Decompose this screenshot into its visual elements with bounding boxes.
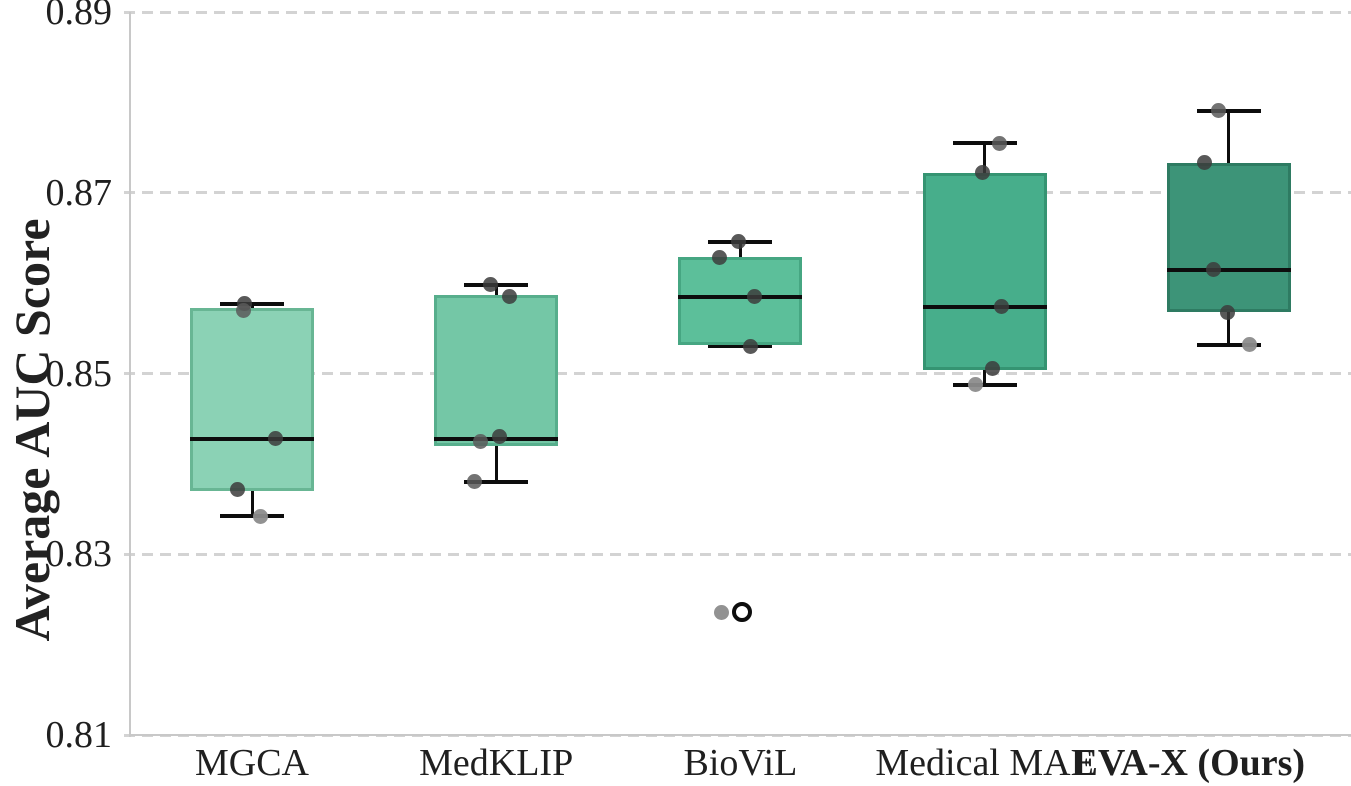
lower-whisker-cap-eva-x-ours bbox=[1196, 342, 1261, 347]
y-tick-label-0.89: 0.89 bbox=[45, 0, 113, 33]
x-tick-label-medical-mae: Medical MAE bbox=[875, 742, 1094, 784]
x-tick-label-biovil: BioViL bbox=[683, 742, 798, 784]
data-point-biovil-1 bbox=[711, 250, 727, 266]
data-point-medklip-2 bbox=[491, 429, 507, 445]
lower-whisker-mgca bbox=[250, 490, 254, 517]
box-medklip bbox=[434, 294, 559, 446]
box-eva-x-ours bbox=[1166, 162, 1291, 313]
upper-whisker-biovil bbox=[738, 241, 742, 257]
data-point-medklip-3 bbox=[472, 433, 488, 449]
box-biovil bbox=[678, 256, 803, 346]
upper-whisker-cap-mgca bbox=[220, 301, 284, 306]
data-point-biovil-4 bbox=[713, 604, 729, 620]
lower-whisker-cap-biovil bbox=[708, 344, 773, 349]
lower-whisker-medical-mae bbox=[983, 369, 987, 386]
upper-whisker-mgca bbox=[250, 303, 254, 309]
upper-whisker-cap-eva-x-ours bbox=[1196, 108, 1261, 113]
data-point-medical-mae-1 bbox=[975, 165, 991, 181]
x-axis-spine bbox=[129, 734, 1351, 736]
lower-whisker-cap-medical-mae bbox=[952, 383, 1017, 388]
gridline-0.89 bbox=[124, 10, 1351, 14]
data-point-eva-x-ours-4 bbox=[1242, 337, 1258, 353]
gridline-0.83 bbox=[124, 552, 1351, 556]
data-point-mgca-4 bbox=[252, 508, 268, 524]
data-point-eva-x-ours-3 bbox=[1220, 304, 1236, 320]
data-point-medical-mae-2 bbox=[994, 299, 1010, 315]
upper-whisker-medical-mae bbox=[983, 143, 987, 173]
median-line-eva-x-ours bbox=[1166, 267, 1291, 272]
y-tick-label-0.85: 0.85 bbox=[45, 352, 113, 395]
median-line-medical-mae bbox=[922, 304, 1047, 309]
gridline-0.85 bbox=[124, 372, 1351, 375]
data-point-medklip-1 bbox=[501, 289, 517, 305]
data-point-biovil-0 bbox=[730, 234, 746, 250]
box-medical-mae bbox=[922, 172, 1047, 370]
data-point-eva-x-ours-2 bbox=[1206, 262, 1222, 278]
data-point-mgca-3 bbox=[229, 481, 245, 497]
y-tick-label-0.83: 0.83 bbox=[45, 533, 113, 576]
data-point-medical-mae-0 bbox=[992, 135, 1008, 151]
median-line-mgca bbox=[190, 436, 314, 441]
x-tick-label-medklip: MedKLIP bbox=[419, 742, 574, 784]
y-axis-spine bbox=[129, 12, 131, 737]
data-point-medical-mae-4 bbox=[968, 376, 984, 392]
data-point-mgca-2 bbox=[267, 431, 283, 447]
median-line-biovil bbox=[678, 294, 803, 299]
data-point-biovil-3 bbox=[742, 338, 758, 354]
data-point-mgca-1 bbox=[235, 302, 251, 318]
data-point-eva-x-ours-0 bbox=[1211, 103, 1227, 118]
lower-whisker-eva-x-ours bbox=[1227, 312, 1231, 345]
upper-whisker-eva-x-ours bbox=[1227, 110, 1231, 163]
data-point-medklip-0 bbox=[482, 277, 498, 293]
data-point-medical-mae-3 bbox=[985, 360, 1001, 376]
x-tick-label-mgca: MGCA bbox=[194, 742, 310, 784]
y-tick-label-0.81: 0.81 bbox=[45, 714, 113, 756]
lower-whisker-medklip bbox=[494, 445, 498, 482]
upper-whisker-cap-medical-mae bbox=[952, 141, 1017, 146]
gridline-0.87 bbox=[124, 191, 1351, 195]
y-tick-label-0.87: 0.87 bbox=[45, 171, 113, 214]
x-tick-label-eva-x-ours: EVA-X (Ours) bbox=[1072, 742, 1306, 784]
data-point-medklip-4 bbox=[466, 474, 482, 490]
data-point-eva-x-ours-1 bbox=[1197, 155, 1213, 171]
lower-whisker-cap-mgca bbox=[220, 514, 284, 519]
outlier-circle-biovil-0 bbox=[732, 602, 753, 623]
upper-whisker-medklip bbox=[494, 284, 498, 295]
box-mgca bbox=[190, 308, 314, 491]
data-point-biovil-2 bbox=[746, 289, 762, 305]
lower-whisker-cap-medklip bbox=[464, 479, 529, 484]
